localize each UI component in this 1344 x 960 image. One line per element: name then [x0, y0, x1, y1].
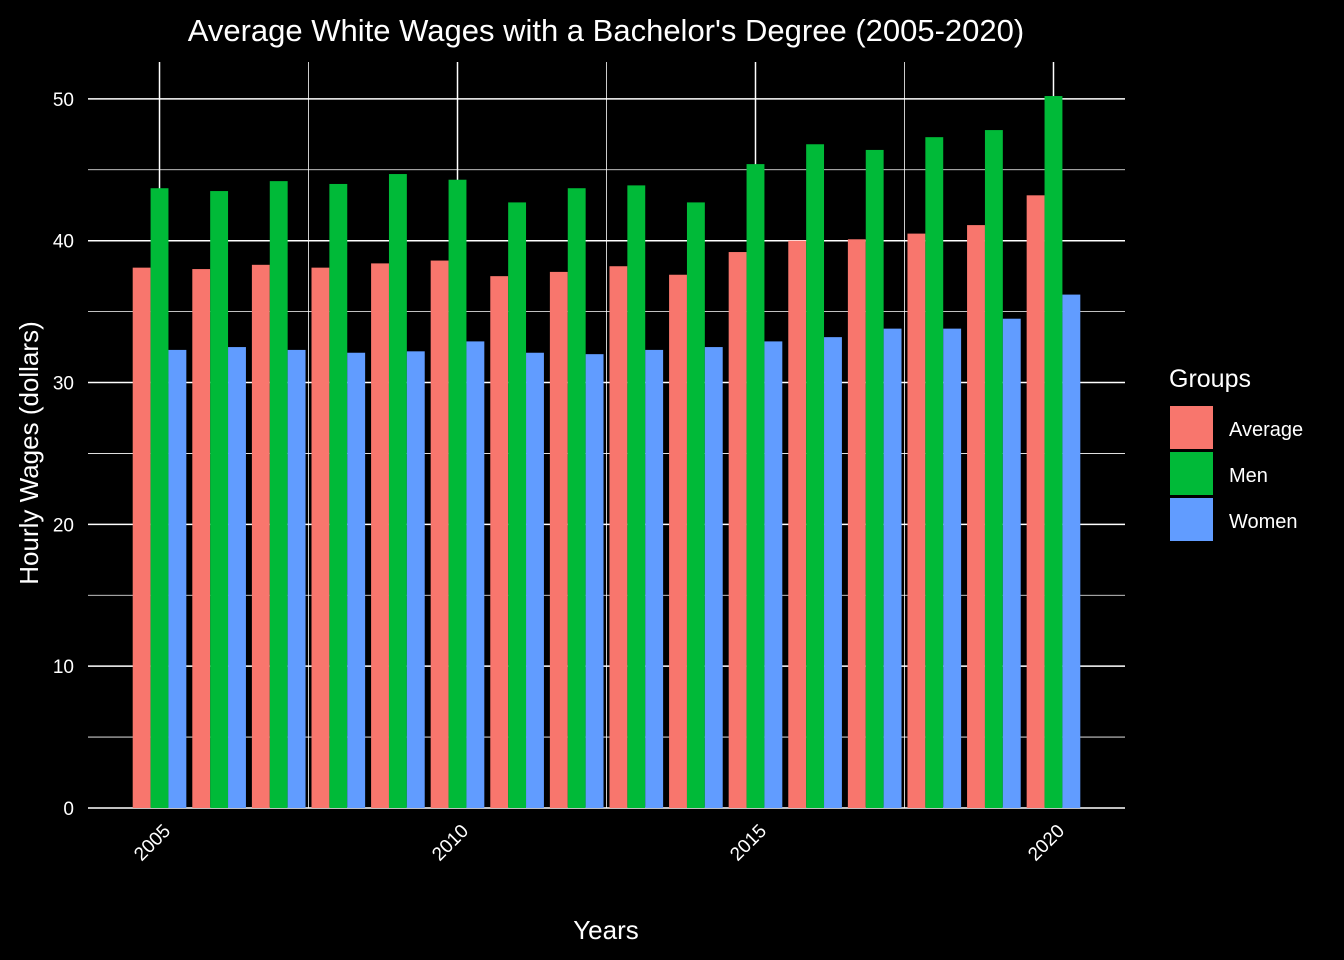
legend-label-men: Men: [1229, 465, 1268, 487]
legend-key-men: [1170, 452, 1213, 495]
bar-women-2005: [168, 349, 187, 808]
bar-average-2007: [251, 264, 270, 808]
bar-women-2013: [645, 349, 664, 808]
bar-women-2020: [1062, 294, 1081, 809]
bar-women-2015: [764, 341, 783, 808]
bar-average-2014: [669, 274, 687, 808]
bar-women-2017: [883, 328, 902, 808]
y-axis-ticks: 0 10 20 30 40 50: [53, 90, 74, 820]
legend: Groups Average Men Women: [1169, 365, 1303, 541]
bar-men-2006: [210, 191, 229, 808]
bar-men-2013: [627, 185, 646, 809]
bar-women-2008: [347, 352, 366, 808]
legend-key-women: [1170, 498, 1213, 541]
bar-average-2009: [371, 263, 389, 809]
bar-women-2014: [704, 347, 723, 808]
x-axis-ticks: 2005 2010 2015 2020: [130, 821, 1069, 866]
bar-women-2016: [824, 337, 842, 808]
bar-average-2016: [788, 240, 807, 809]
bar-men-2005: [150, 188, 169, 808]
y-tick-label: 0: [63, 799, 74, 820]
bar-men-2009: [388, 174, 407, 809]
y-tick-label: 50: [53, 90, 74, 111]
bar-average-2012: [549, 271, 568, 809]
bar-women-2011: [526, 352, 544, 808]
y-tick-label: 20: [53, 515, 74, 536]
bar-men-2017: [865, 149, 884, 808]
bar-women-2019: [1002, 318, 1021, 808]
bar-men-2019: [984, 130, 1003, 808]
bar-men-2020: [1044, 96, 1063, 808]
legend-key-average: [1170, 406, 1213, 449]
bar-women-2012: [585, 354, 604, 808]
bar-women-2007: [287, 349, 306, 808]
legend-title: Groups: [1169, 365, 1251, 393]
bar-men-2007: [269, 181, 288, 809]
bar-average-2010: [430, 260, 449, 808]
chart-title: Average White Wages with a Bachelor's De…: [188, 13, 1024, 48]
bar-men-2018: [925, 137, 944, 808]
bar-average-2006: [192, 269, 211, 808]
bar-men-2011: [508, 202, 527, 808]
bar-women-2006: [228, 347, 246, 808]
bar-average-2013: [609, 266, 628, 808]
bar-average-2011: [490, 276, 509, 808]
bar-average-2019: [967, 225, 985, 808]
y-tick-label: 10: [53, 657, 74, 678]
bar-men-2010: [448, 179, 467, 808]
bar-women-2010: [466, 341, 485, 808]
legend-label-average: Average: [1229, 419, 1303, 441]
bars: [132, 96, 1081, 809]
bar-average-2018: [907, 233, 926, 808]
y-axis-title: Hourly Wages (dollars): [14, 321, 44, 584]
bar-average-2015: [728, 252, 747, 808]
bar-average-2008: [311, 267, 330, 809]
bar-men-2008: [329, 183, 348, 808]
bar-average-2005: [132, 267, 151, 809]
bar-men-2012: [567, 188, 586, 808]
x-axis-title: Years: [573, 915, 639, 945]
bar-men-2016: [806, 144, 825, 809]
x-tick-label: 2020: [1024, 821, 1069, 866]
legend-label-women: Women: [1229, 511, 1298, 533]
bar-average-2020: [1026, 195, 1045, 809]
x-tick-label: 2015: [726, 821, 771, 866]
bar-men-2015: [746, 164, 765, 808]
bar-average-2017: [847, 239, 866, 808]
bar-women-2018: [943, 328, 962, 808]
y-tick-label: 30: [53, 374, 74, 395]
x-tick-label: 2010: [428, 821, 473, 866]
bar-women-2009: [406, 351, 425, 808]
x-tick-label: 2005: [130, 821, 175, 866]
y-tick-label: 40: [53, 232, 74, 253]
bar-men-2014: [686, 202, 705, 808]
